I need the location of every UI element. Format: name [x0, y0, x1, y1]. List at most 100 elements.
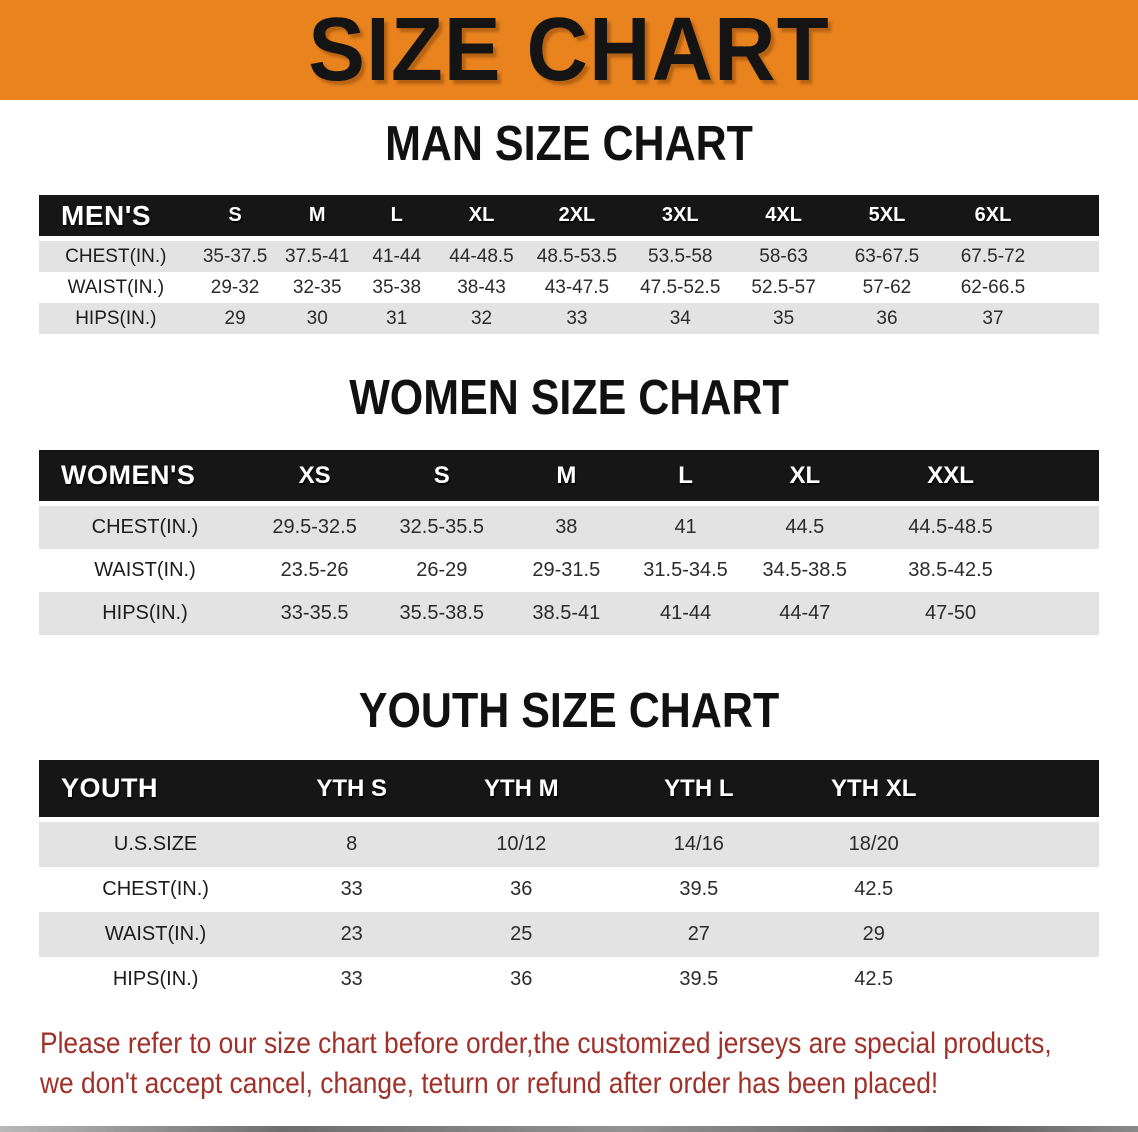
measure-value: 38.5-41 [532, 602, 601, 624]
measure-value: 36 [876, 307, 898, 329]
size-chart-section: WOMEN SIZE CHART WOMEN'S XS S M L XL XXL CHEST… [0, 370, 1138, 635]
size-chart-section: YOUTH SIZE CHART YOUTH YTH S YTH M YTH L YTH… [0, 683, 1138, 1002]
measure-value: 42.5 [854, 878, 894, 900]
table-row: WAIST(IN.) 23 25 27 29 [39, 912, 1099, 957]
spacer-cell [1046, 272, 1099, 303]
size-column-header: M [505, 450, 628, 506]
measure-value: 36 [510, 878, 533, 900]
measure-value: 37.5-41 [285, 245, 350, 267]
spacer-cell [1035, 450, 1099, 506]
size-column-header: 4XL [733, 195, 834, 241]
measure-label: HIPS(IN.) [102, 602, 188, 624]
spacer-cell [1035, 506, 1099, 549]
measure-value: 35.5-38.5 [399, 602, 485, 624]
disclaimer-line-2: we don't accept cancel, change, teturn o… [40, 1067, 939, 1100]
table-row: CHEST(IN.) 29.5-32.5 32.5-35.5 38 41 44.5 44.5… [39, 506, 1099, 549]
measure-value: 39.5 [679, 968, 719, 990]
size-column-header: 2XL [526, 195, 628, 241]
table-category-label: WOMEN'S [39, 450, 251, 506]
size-column-header: YTH S [272, 760, 432, 822]
bottom-edge-bar [0, 1126, 1138, 1132]
measure-value: 30 [306, 307, 328, 329]
spacer-cell [1046, 241, 1099, 272]
measure-value: 41-44 [659, 602, 712, 624]
measure-value: 31.5-34.5 [643, 559, 728, 581]
spacer-cell [1035, 549, 1099, 592]
measure-label: HIPS(IN.) [112, 968, 199, 990]
table-row: WAIST(IN.) 29-32 32-35 35-38 38-43 43-47.5 47.… [39, 272, 1099, 303]
measure-value: 41 [674, 516, 697, 538]
size-column-header: S [192, 195, 278, 241]
measure-value: 31 [386, 307, 408, 329]
measure-value: 35-38 [372, 276, 422, 298]
spacer-cell [961, 912, 1099, 957]
measure-value: 44-47 [779, 602, 831, 624]
measure-value: 38.5-42.5 [908, 559, 993, 581]
size-column-header: 3XL [627, 195, 734, 241]
measure-value: 48.5-53.5 [536, 245, 618, 267]
measure-value: 41-44 [372, 245, 422, 267]
measure-value: 32-35 [292, 276, 342, 298]
measure-value: 36 [510, 968, 533, 990]
measure-value: 8 [346, 833, 358, 855]
measure-value: 33 [340, 968, 363, 990]
spacer-cell [961, 957, 1099, 1002]
measure-value: 18/20 [848, 833, 899, 855]
spacer-cell [1045, 195, 1099, 241]
measure-value: 32.5-35.5 [399, 516, 485, 538]
measure-label: CHEST(IN.) [91, 516, 199, 538]
disclaimer-line-1: Please refer to our size chart before or… [40, 1027, 1052, 1060]
measure-value: 57-62 [862, 276, 912, 298]
disclaimer: Please refer to our size chart before or… [40, 1024, 1120, 1104]
measure-value: 29-32 [210, 276, 260, 298]
table-row: HIPS(IN.) 33-35.5 35.5-38.5 38.5-41 41-44 44-… [39, 592, 1099, 635]
measure-value: 27 [687, 923, 710, 945]
measure-label: WAIST(IN.) [94, 559, 196, 581]
measure-value: 32 [470, 307, 493, 329]
measure-value: 29-31.5 [532, 559, 601, 581]
measure-value: 44.5 [785, 516, 825, 538]
measure-value: 10/12 [496, 833, 547, 855]
measure-value: 63-67.5 [854, 245, 920, 267]
section-heading: WOMEN SIZE CHART [349, 370, 789, 426]
spacer-cell [1046, 303, 1099, 334]
banner-title: SIZE CHART [308, 0, 830, 100]
size-column-header: S [378, 450, 506, 506]
size-column-header: 5XL [833, 195, 940, 241]
table-header-row: YOUTH YTH S YTH M YTH L YTH XL [39, 760, 1099, 822]
size-column-header: XXL [865, 450, 1036, 506]
measure-value: 33-35.5 [280, 602, 349, 624]
size-table: WOMEN'S XS S M L XL XXL CHEST(IN.) 29.5-32.5 32.… [39, 450, 1099, 635]
measure-value: 29 [224, 307, 246, 329]
measure-value: 38 [555, 516, 578, 538]
sections: MAN SIZE CHART MEN'S S M L XL 2XL 3XL 4XL 5XL 6XL… [0, 116, 1138, 1002]
size-column-header: L [627, 450, 744, 506]
measure-value: 35 [773, 307, 795, 329]
measure-value: 34 [669, 307, 691, 329]
table-row: CHEST(IN.) 33 36 39.5 42.5 [39, 867, 1099, 912]
size-column-header: YTH L [611, 760, 787, 822]
measure-value: 14/16 [673, 833, 724, 855]
measure-value: 44-48.5 [449, 245, 514, 267]
measure-value: 37 [982, 307, 1004, 329]
table-row: CHEST(IN.) 35-37.5 37.5-41 41-44 44-48.5 48.5… [39, 241, 1099, 272]
size-column-header: XL [436, 195, 527, 241]
table-category-label: YOUTH [39, 760, 273, 822]
table-category-label: MEN'S [39, 195, 193, 241]
measure-value: 42.5 [854, 968, 894, 990]
measure-value: 26-29 [416, 559, 468, 581]
measure-value: 67.5-72 [960, 245, 1026, 267]
measure-value: 44.5-48.5 [908, 516, 993, 538]
measure-value: 62-66.5 [960, 276, 1026, 298]
spacer-cell [961, 760, 1099, 822]
size-column-header: 6XL [939, 195, 1046, 241]
measure-value: 33 [340, 878, 363, 900]
section-heading: YOUTH SIZE CHART [358, 683, 780, 739]
spacer-cell [1035, 592, 1099, 635]
measure-label: CHEST(IN.) [65, 245, 167, 267]
measure-value: 25 [510, 923, 533, 945]
size-column-header: L [356, 195, 437, 241]
measure-value: 52.5-57 [751, 276, 816, 298]
size-column-header: M [277, 195, 357, 241]
table-row: U.S.SIZE 8 10/12 14/16 18/20 [39, 822, 1099, 867]
